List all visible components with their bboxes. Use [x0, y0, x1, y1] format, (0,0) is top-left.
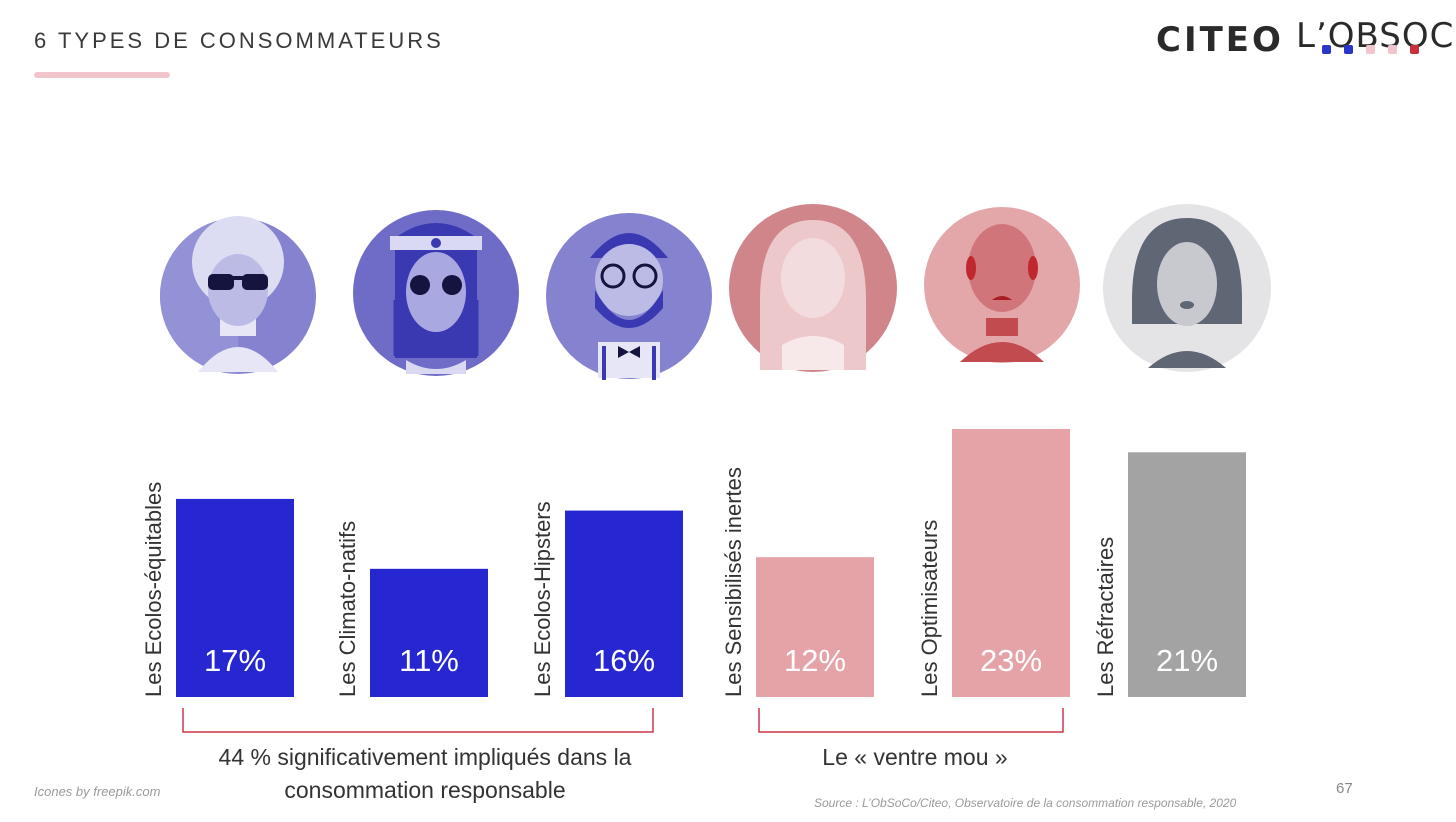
consumer-avatars — [160, 204, 1271, 380]
bar-2 — [370, 568, 488, 697]
group-label-ventre-mou-line1: Le « ventre mou » — [822, 744, 1008, 770]
citeo-logo: CITEO — [1156, 20, 1284, 60]
page-number: 67 — [1336, 780, 1353, 797]
bar-5 — [952, 429, 1070, 697]
bar-value-label-3: 16% — [593, 643, 655, 678]
hippie-person-glasses-icon — [353, 210, 519, 376]
group-label-impliques: 44 % significativement impliqués dans la… — [190, 741, 660, 807]
afro-person-sunglasses-icon — [160, 216, 316, 374]
bar-value-label-4: 12% — [784, 643, 846, 678]
category-label-4: Les Sensibilisés inertes — [721, 467, 746, 697]
category-label-5: Les Optimisateurs — [917, 520, 942, 697]
bar-1 — [176, 498, 294, 697]
icon-credit: Icones by freepik.com — [34, 784, 161, 799]
title-underline — [34, 72, 170, 78]
category-label-3: Les Ecolos-Hipsters — [530, 501, 555, 697]
group-bracket-2 — [758, 708, 1064, 733]
bar-value-label-2: 11% — [399, 643, 459, 678]
bar-value-label-6: 21% — [1156, 643, 1218, 678]
woman-long-hair-icon — [729, 204, 897, 372]
bar-value-label-1: 17% — [204, 643, 266, 678]
bob-hair-person-icon — [1103, 204, 1271, 372]
group-label-impliques-line1: 44 % significativement impliqués dans la — [218, 744, 632, 770]
category-label-2: Les Climato-natifs — [335, 521, 360, 697]
group-label-impliques-line2: consommation responsable — [284, 777, 566, 803]
group-label-ventre-mou: Le « ventre mou » — [760, 741, 1070, 774]
category-label-6: Les Réfractaires — [1093, 537, 1118, 697]
group-bracket-1 — [182, 708, 654, 733]
bar-value-label-5: 23% — [980, 643, 1042, 678]
page-title: 6 TYPES DE CONSOMMATEURS — [34, 28, 444, 53]
category-label-1: Les Ecolos-équitables — [141, 482, 166, 697]
source-note: Source : L’ObSoCo/Citeo, Observatoire de… — [814, 796, 1237, 810]
bar-3 — [565, 510, 683, 697]
bar-4 — [756, 557, 874, 697]
bald-person-icon — [924, 207, 1080, 363]
bearded-hipster-icon — [546, 213, 712, 380]
bar-6 — [1128, 452, 1246, 697]
